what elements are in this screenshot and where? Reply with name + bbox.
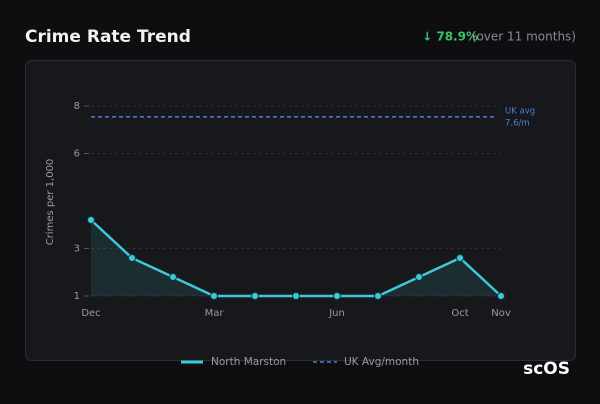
period: (over 11 months) xyxy=(472,30,576,44)
point xyxy=(292,292,300,300)
x-tick-label: Dec xyxy=(81,308,100,319)
point xyxy=(87,216,95,224)
x-tick-label: Mar xyxy=(205,308,225,319)
card xyxy=(25,60,576,361)
legend-label: North Marston xyxy=(211,356,286,368)
point xyxy=(497,292,505,300)
point xyxy=(456,254,464,262)
legend-label: UK Avg/month xyxy=(344,356,419,368)
x-tick-label: Oct xyxy=(451,308,468,319)
point xyxy=(169,273,177,281)
y-tick-label: 6 xyxy=(74,149,80,160)
point xyxy=(333,292,341,300)
x-tick-label: Jun xyxy=(328,308,345,319)
logo: scOS xyxy=(523,359,570,379)
area xyxy=(91,220,501,296)
y-tick-label: 3 xyxy=(74,244,80,255)
title: Crime Rate Trend xyxy=(25,27,191,47)
x-tick-label: Nov xyxy=(491,308,511,319)
point xyxy=(415,273,423,281)
y-tick-label: 8 xyxy=(74,101,80,112)
y-axis-label: Crimes per 1,000 xyxy=(45,159,56,246)
y-tick-label: 1 xyxy=(74,291,80,302)
reference-value-label: 7.6/m xyxy=(505,118,530,128)
point xyxy=(128,254,136,262)
reference-label: UK avg xyxy=(505,106,535,116)
point xyxy=(251,292,259,300)
change: ↓ 78.9% xyxy=(422,30,478,44)
point xyxy=(374,292,382,300)
point xyxy=(210,292,218,300)
